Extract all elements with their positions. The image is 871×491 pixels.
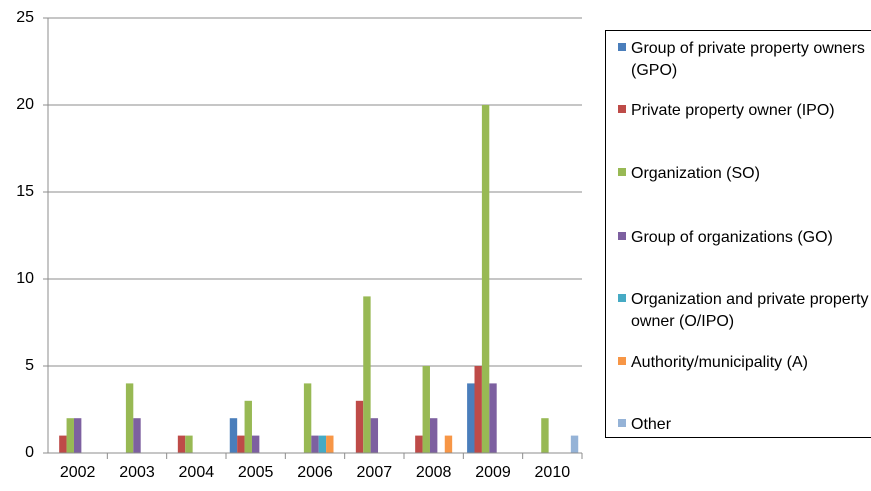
legend-swatch bbox=[618, 357, 626, 365]
y-tick-label: 15 bbox=[16, 183, 34, 200]
legend-swatch bbox=[618, 105, 626, 113]
x-tick-label: 2004 bbox=[179, 464, 215, 481]
bar bbox=[311, 435, 319, 453]
bar bbox=[363, 296, 371, 453]
bar bbox=[237, 435, 245, 453]
legend-swatch bbox=[618, 168, 626, 176]
legend-entry: Other bbox=[618, 414, 871, 436]
bar bbox=[422, 366, 430, 453]
bar bbox=[326, 435, 334, 453]
bar bbox=[481, 105, 490, 453]
y-tick-label: 20 bbox=[16, 96, 34, 113]
legend-entry: Private property owner (IPO) bbox=[618, 100, 871, 122]
bar bbox=[244, 400, 252, 453]
bar bbox=[133, 418, 141, 453]
legend-entry: Group of private property owners (GPO) bbox=[618, 38, 871, 82]
bar bbox=[125, 383, 134, 453]
legend-entry: Authority/municipality (A) bbox=[618, 352, 871, 374]
bar bbox=[489, 383, 497, 453]
x-tick-label: 2006 bbox=[297, 464, 333, 481]
legend-entry: Organization (SO) bbox=[618, 163, 871, 185]
bar bbox=[59, 435, 67, 453]
legend-label: Organization (SO) bbox=[631, 165, 760, 182]
x-tick-label: 2002 bbox=[60, 464, 96, 481]
legend-label: Group of private property owners (GPO) bbox=[631, 40, 865, 79]
legend-label: Private property owner (IPO) bbox=[631, 102, 835, 119]
x-tick-label: 2008 bbox=[416, 464, 452, 481]
legend-label: Group of organizations (GO) bbox=[631, 229, 833, 246]
x-tick-label: 2009 bbox=[475, 464, 511, 481]
legend-swatch bbox=[618, 419, 626, 427]
bar bbox=[73, 418, 82, 453]
legend-entry: Organization and private property owner … bbox=[618, 289, 871, 333]
bar bbox=[474, 366, 482, 453]
plot: 0 5 10 15 20 25 2002 2003 2004 2005 2006 2007 2008 20… bbox=[16, 9, 583, 481]
bar bbox=[251, 435, 260, 453]
bar bbox=[467, 383, 475, 453]
y-tick-label: 0 bbox=[25, 444, 34, 461]
legend-label: Organization and private property owner … bbox=[631, 291, 869, 330]
legend-swatch bbox=[618, 232, 626, 240]
y-tick-label: 10 bbox=[16, 270, 34, 287]
x-tick-label: 2003 bbox=[119, 464, 155, 481]
legend-entry: Group of organizations (GO) bbox=[618, 227, 871, 249]
bar bbox=[303, 383, 312, 453]
legend-swatch bbox=[618, 43, 626, 51]
legend-label: Other bbox=[631, 416, 672, 433]
bar bbox=[429, 418, 438, 453]
bar bbox=[229, 418, 238, 453]
bar bbox=[355, 400, 364, 453]
bar bbox=[370, 418, 379, 453]
bar bbox=[541, 418, 549, 453]
bar bbox=[444, 435, 453, 453]
y-tick-label: 25 bbox=[16, 9, 34, 26]
legend: Group of private property owners (GPO) Pr… bbox=[605, 30, 871, 438]
y-tick-label: 5 bbox=[25, 357, 34, 374]
bar bbox=[66, 418, 74, 453]
bar bbox=[185, 435, 193, 453]
bar bbox=[177, 435, 186, 453]
x-tick-label: 2005 bbox=[238, 464, 274, 481]
x-tick-label: 2010 bbox=[535, 464, 571, 481]
bar bbox=[415, 435, 423, 453]
legend-label: Authority/municipality (A) bbox=[631, 354, 808, 371]
bar bbox=[318, 435, 327, 453]
x-tick-label: 2007 bbox=[357, 464, 393, 481]
bar bbox=[570, 435, 579, 453]
legend-swatch bbox=[618, 294, 626, 302]
